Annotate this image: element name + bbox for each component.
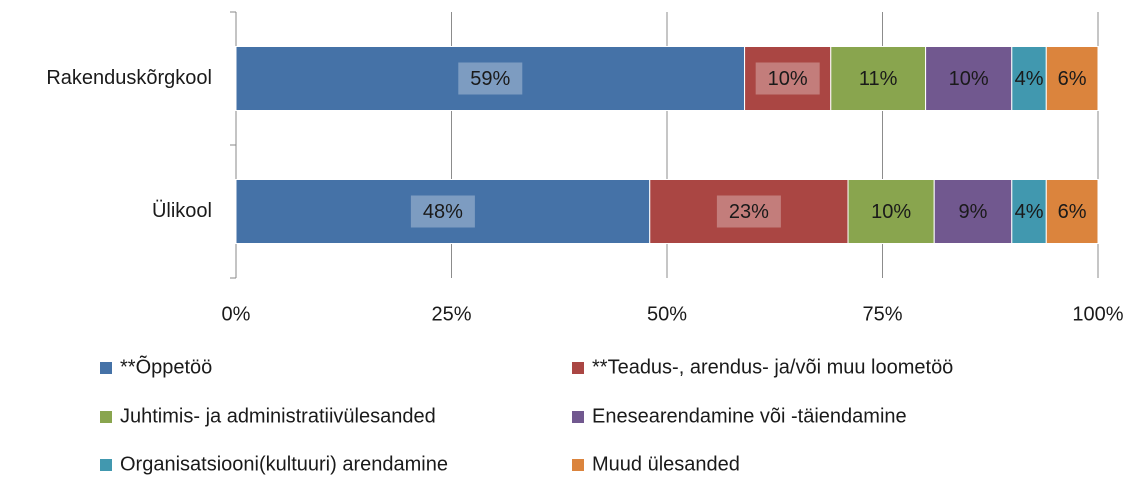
bar-segment xyxy=(649,179,849,244)
bar-segment xyxy=(1045,179,1099,244)
label-box xyxy=(716,195,781,228)
x-tick-label: 100% xyxy=(1072,303,1123,325)
legend-swatch xyxy=(572,459,584,471)
bar-segment xyxy=(830,46,927,111)
data-label: 11% xyxy=(859,68,898,90)
legend-label: Muud ülesanded xyxy=(592,453,740,475)
category-label: Ülikool xyxy=(152,200,212,222)
legend-swatch xyxy=(572,362,584,374)
bar-segment xyxy=(744,46,832,111)
data-label: 9% xyxy=(959,201,988,223)
x-tick-label: 25% xyxy=(431,303,471,325)
bar-segment xyxy=(235,179,651,244)
x-tick-label: 50% xyxy=(647,303,687,325)
legend-swatch xyxy=(100,411,112,423)
data-label: 23% xyxy=(729,201,769,223)
data-label: 10% xyxy=(949,68,989,90)
category-label: Rakenduskõrgkool xyxy=(46,67,212,89)
legend-label: **Teadus-, arendus- ja/või muu loometöö xyxy=(592,356,953,378)
data-label: 4% xyxy=(1015,201,1044,223)
data-label: 6% xyxy=(1058,68,1087,90)
data-label: 6% xyxy=(1058,201,1087,223)
legend-label: Organisatsiooni(kultuuri) arendamine xyxy=(120,453,448,475)
data-label: 4% xyxy=(1015,68,1044,90)
label-box xyxy=(458,62,523,95)
label-box xyxy=(410,195,475,228)
bar-segment xyxy=(1011,179,1047,244)
data-label: 10% xyxy=(871,201,911,223)
bar-segment xyxy=(933,179,1013,244)
x-tick-label: 75% xyxy=(862,303,902,325)
bar-segment xyxy=(847,179,935,244)
legend-swatch xyxy=(100,362,112,374)
label-box xyxy=(755,62,820,95)
bar-segment xyxy=(1045,46,1099,111)
legend-label: Juhtimis- ja administratiivülesanded xyxy=(120,405,436,427)
data-label: 59% xyxy=(470,68,510,90)
legend-label: Enesearendamine või -täiendamine xyxy=(592,405,907,427)
legend-swatch xyxy=(572,411,584,423)
x-tick-label: 0% xyxy=(222,303,251,325)
data-label: 10% xyxy=(768,68,808,90)
legend-label: **Õppetöö xyxy=(120,354,212,378)
bar-segment xyxy=(235,46,746,111)
data-label: 48% xyxy=(423,201,463,223)
legend-swatch xyxy=(100,459,112,471)
